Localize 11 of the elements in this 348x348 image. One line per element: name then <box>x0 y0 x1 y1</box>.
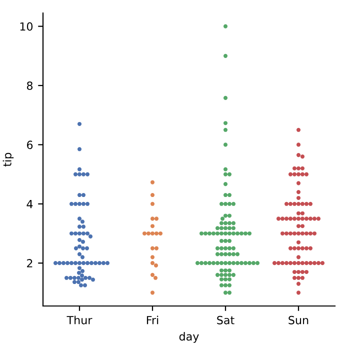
y-tick-label: 2 <box>27 259 32 268</box>
y-tick-label: 4 <box>26 200 33 208</box>
y-tick-label: 8 <box>26 81 33 90</box>
x-tick-label: Sat <box>217 316 234 324</box>
x-tick-label: Fri <box>146 316 158 324</box>
x-axis-title: day <box>179 332 199 343</box>
x-tick-label: Thur <box>66 316 92 324</box>
y-tick-label: 6 <box>26 140 33 150</box>
x-tick-label: Sun <box>288 316 308 324</box>
y-axis-title: tip <box>2 152 14 166</box>
y-tick-label: 10 <box>20 22 33 31</box>
